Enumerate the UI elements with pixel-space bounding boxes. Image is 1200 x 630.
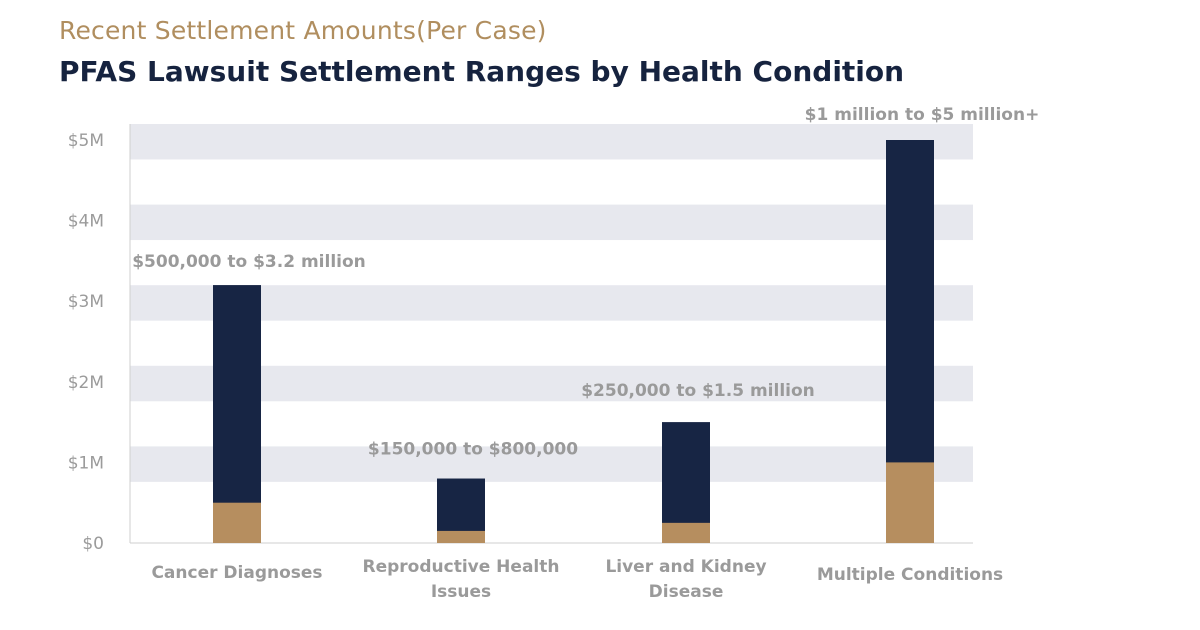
data-label: $150,000 to $800,000 xyxy=(368,440,578,460)
bar-minimum xyxy=(213,502,261,543)
grid-band xyxy=(130,285,973,321)
y-tick-label: $5M xyxy=(68,131,104,151)
grid-band xyxy=(130,365,973,402)
x-category-label: Disease xyxy=(649,582,724,602)
y-tick-label: $0 xyxy=(82,534,104,554)
y-tick-label: $4M xyxy=(68,212,104,232)
x-category-label: Issues xyxy=(431,582,491,602)
grid-band xyxy=(130,204,973,241)
y-tick-label: $2M xyxy=(68,373,104,393)
data-label: $250,000 to $1.5 million xyxy=(581,381,815,401)
x-category-label: Multiple Conditions xyxy=(817,565,1003,585)
chart-subtitle: Recent Settlement Amounts(Per Case) xyxy=(59,16,547,45)
x-category-label: Cancer Diagnoses xyxy=(151,563,322,583)
bar-range xyxy=(213,285,261,543)
data-label: $500,000 to $3.2 million xyxy=(132,252,366,272)
grid-band xyxy=(130,446,973,482)
bar-minimum xyxy=(437,530,485,543)
bar-minimum xyxy=(886,462,934,543)
bar-minimum xyxy=(662,522,710,543)
grid-band xyxy=(130,124,973,160)
y-tick-label: $1M xyxy=(68,453,104,473)
x-category-label: Reproductive Health xyxy=(363,557,560,577)
data-label: $1 million to $5 million+ xyxy=(805,105,1040,125)
y-tick-label: $3M xyxy=(68,292,104,312)
chart-title: PFAS Lawsuit Settlement Ranges by Health… xyxy=(59,55,905,88)
x-category-label: Liver and Kidney xyxy=(605,557,766,577)
